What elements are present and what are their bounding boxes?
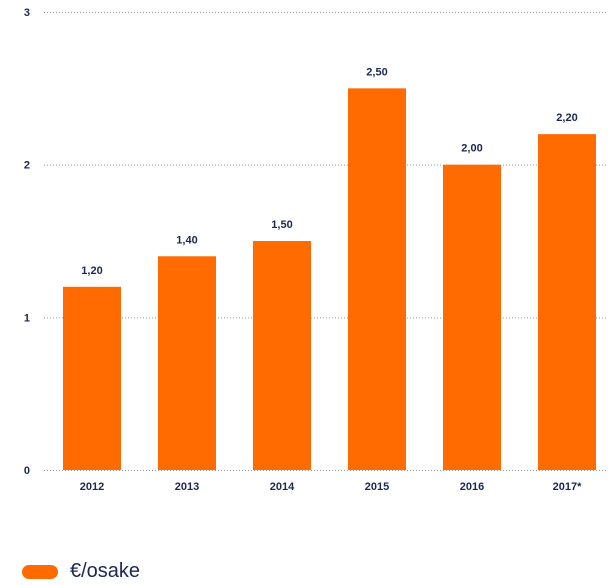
y-axis-ticks: 0 1 2 3: [24, 7, 30, 477]
bar-2014: [253, 241, 311, 470]
y-tick-label: 1: [24, 312, 30, 324]
x-tick-label: 2016: [460, 481, 484, 493]
x-tick-label: 2012: [80, 481, 104, 493]
bar-2013: [158, 256, 216, 470]
gridlines: [44, 12, 608, 471]
x-tick-label: 2013: [175, 481, 199, 493]
legend: €/osake: [22, 560, 140, 583]
bar-2017*: [538, 134, 596, 470]
y-tick-label: 3: [24, 7, 30, 19]
bar-value-label: 2,20: [556, 112, 577, 124]
bar-value-labels: 1,20 1,40 1,50 2,50 2,00 2,20: [81, 66, 577, 276]
legend-label: €/osake: [70, 560, 141, 582]
x-tick-label: 2014: [270, 481, 295, 493]
bar-value-label: 2,00: [461, 143, 482, 155]
x-tick-label: 2015: [365, 481, 389, 493]
bar-value-label: 2,50: [366, 66, 387, 78]
y-tick-label: 2: [24, 160, 30, 172]
bar-value-label: 1,20: [81, 265, 102, 277]
x-tick-label: 2017*: [553, 481, 582, 493]
bar-value-label: 1,40: [176, 234, 197, 246]
x-axis-ticks: 2012 2013 2014 2015 2016 2017*: [80, 481, 582, 493]
legend-swatch: [22, 564, 58, 579]
y-tick-label: 0: [24, 465, 30, 477]
bar-2015: [348, 88, 406, 470]
bar-2012: [63, 286, 121, 470]
bar-2016: [443, 164, 501, 470]
bars: [63, 88, 596, 470]
bar-value-label: 1,50: [271, 219, 292, 231]
